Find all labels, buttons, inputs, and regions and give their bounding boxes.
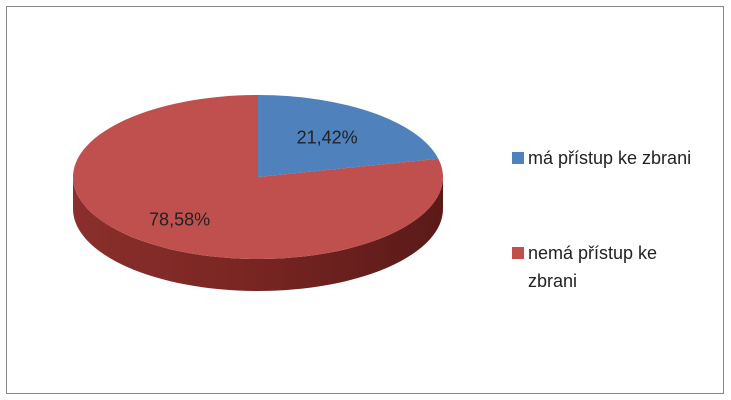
legend-swatch	[512, 247, 524, 259]
pie-side	[73, 177, 443, 291]
legend-label: má přístup ke zbrani	[528, 148, 692, 168]
legend-label: nemá přístup ke zbrani	[528, 243, 658, 291]
pie-slice	[258, 95, 439, 177]
pie-slice	[73, 95, 444, 259]
data-label: 21,42%	[297, 127, 358, 147]
legend-swatch	[512, 152, 524, 164]
data-label: 78,58%	[149, 209, 210, 229]
